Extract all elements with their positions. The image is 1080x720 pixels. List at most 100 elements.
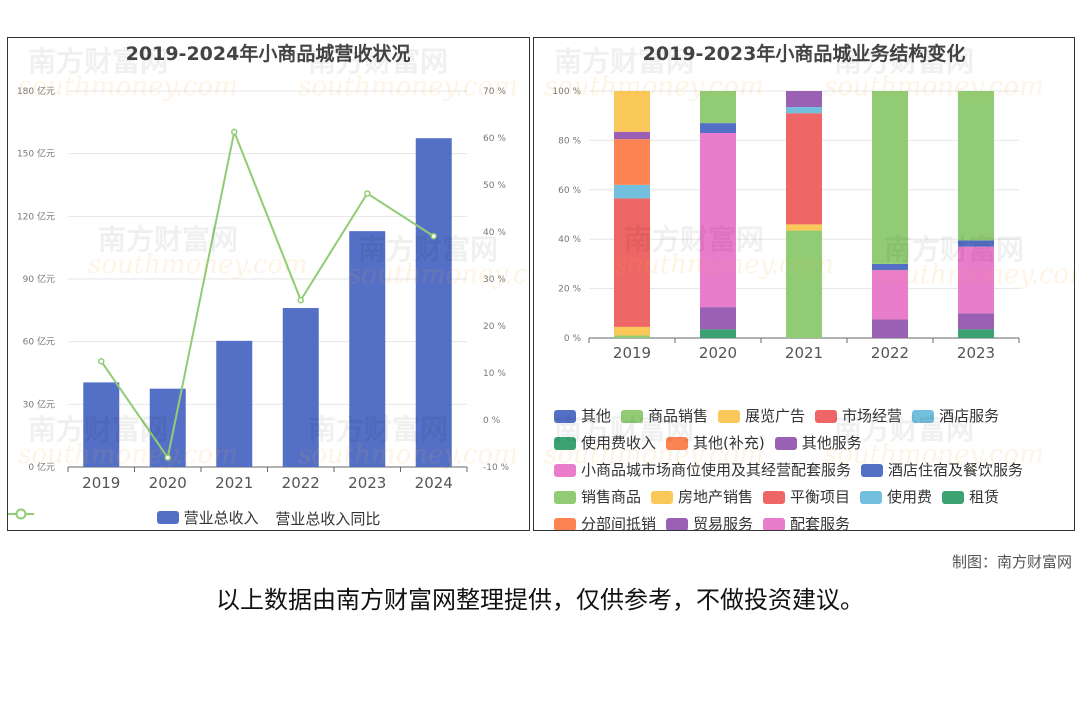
legend-label: 使用费收入: [581, 434, 657, 452]
stack-segment: [614, 198, 650, 327]
legend-label: 酒店服务: [939, 407, 1000, 425]
stack-segment: [958, 91, 994, 241]
legend-swatch: [774, 437, 797, 450]
stack-segment: [872, 263, 908, 271]
legend-label: 平衡项目: [790, 488, 851, 506]
x-tick-label: 2022: [871, 344, 909, 362]
revenue-bar: [349, 231, 386, 467]
yoy-point: [297, 296, 304, 304]
legend-item[interactable]: 使用费: [860, 485, 932, 510]
legend-swatch: [554, 518, 576, 530]
stack-segment: [700, 307, 736, 330]
y-tick-label: 60 %: [558, 186, 581, 196]
legend-swatch: [942, 491, 965, 504]
legend-swatch: [651, 491, 674, 504]
y-left-tick-label: 30 亿元: [23, 398, 55, 410]
structure-chart-panel: 2019-2023年小商品城业务结构变化 0 % 20 % 40 % 60 % 80 % 1…: [533, 37, 1075, 531]
y-tick-label: 80 %: [558, 136, 581, 146]
legend-label: 营业总收入: [183, 509, 259, 527]
stack-segment: [872, 319, 908, 338]
x-tick-label: 2021: [785, 344, 823, 362]
legend-item[interactable]: 酒店服务: [912, 404, 999, 429]
y-left-tick-label: 90 亿元: [23, 273, 55, 285]
chart-credit: 制图：南方财富网: [951, 553, 1072, 571]
y-right-tick-label: 20 %: [483, 322, 506, 332]
legend-label: 市场经营: [842, 407, 903, 425]
stack-segment: [958, 329, 994, 338]
legend-item[interactable]: 展览广告: [718, 404, 805, 429]
y-left-tick-label: 0 亿元: [28, 461, 55, 473]
x-tick-label: 2019: [613, 344, 651, 362]
yoy-point: [364, 190, 371, 197]
legend-line-marker-icon: [8, 508, 34, 520]
stack-segment: [786, 230, 822, 338]
stack-segment: [700, 91, 736, 124]
stack-segment: [786, 107, 822, 114]
legend-swatch: [912, 410, 935, 423]
y-right-tick-label: 60 %: [483, 134, 506, 144]
stack-segment: [958, 240, 994, 247]
yoy-point: [98, 358, 105, 365]
yoy-line: [100, 128, 435, 461]
disclaimer-text: 以上数据由南方财富网整理提供，仅供参考，不做投资建议。: [216, 586, 864, 614]
legend-item-revenue[interactable]: 营业总收入: [156, 507, 259, 528]
yoy-point: [231, 128, 238, 136]
stack-segment: [958, 313, 994, 330]
y-tick-label: 0 %: [564, 334, 582, 344]
x-tick-label: 2020: [699, 344, 737, 362]
legend-swatch: [763, 518, 786, 530]
y-right-tick-label: 40 %: [483, 228, 506, 238]
legend-item[interactable]: 房地产销售: [651, 485, 753, 510]
y-tick-label: 20 %: [558, 285, 581, 295]
revenue-bar: [415, 138, 452, 467]
legend-item[interactable]: 分部间抵销: [554, 512, 657, 531]
y-right-tick-label: 50 %: [483, 181, 506, 191]
legend-label: 分部间抵销: [581, 515, 657, 531]
x-tick-label: 2019: [82, 474, 120, 492]
legend-label: 租赁: [969, 488, 1000, 506]
x-tick-label: 2023: [348, 474, 386, 492]
y-right-tick-label: 0 %: [483, 416, 501, 426]
legend-swatch-bar: [156, 511, 179, 524]
legend-label: 商品销售: [648, 407, 709, 425]
legend-swatch: [861, 464, 884, 477]
stack-segment: [700, 329, 736, 338]
legend-swatch: [666, 518, 689, 530]
legend-item[interactable]: 其他服务: [774, 431, 862, 456]
legend-label: 酒店住宿及餐饮服务: [888, 461, 1024, 479]
legend-item[interactable]: 其他(补充): [666, 431, 765, 456]
legend-swatch: [666, 437, 689, 450]
revenue-chart: 2019-2024年小商品城营收状况 0 亿元 30 亿元 60 亿元 90 亿元 120…: [17, 42, 510, 492]
revenue-chart-legend: 营业总收入 营业总收入同比: [8, 507, 529, 529]
stack-segment: [614, 91, 650, 132]
y-tick-label: 100 %: [552, 87, 581, 97]
x-tick-label: 2023: [957, 344, 995, 362]
legend-item[interactable]: 商品销售: [621, 404, 708, 429]
legend-swatch: [763, 491, 786, 504]
legend-item[interactable]: 小商品城市场商位使用及其经营配套服务: [554, 458, 851, 483]
stack-segment: [614, 335, 650, 338]
legend-item[interactable]: 销售商品: [554, 485, 641, 510]
legend-item[interactable]: 市场经营: [815, 404, 902, 429]
stack-segment: [872, 91, 908, 264]
legend-item[interactable]: 平衡项目: [763, 485, 850, 510]
legend-label: 其他: [581, 407, 612, 425]
legend-item[interactable]: 酒店住宿及餐饮服务: [861, 458, 1023, 483]
x-tick-label: 2021: [215, 474, 253, 492]
y-left-tick-label: 120 亿元: [17, 210, 55, 222]
legend-label: 销售商品: [581, 488, 642, 506]
legend-item-yoy[interactable]: 营业总收入同比: [8, 508, 380, 529]
legend-item[interactable]: 租赁: [942, 485, 999, 510]
legend-item[interactable]: 贸易服务: [666, 512, 753, 530]
stack-segment: [614, 184, 650, 199]
yoy-point: [430, 232, 437, 240]
legend-swatch: [554, 491, 576, 504]
legend-label: 使用费: [887, 488, 933, 506]
legend-item[interactable]: 其他: [554, 404, 611, 429]
legend-label: 房地产销售: [678, 488, 754, 506]
legend-item[interactable]: 配套服务: [763, 512, 850, 530]
revenue-bar: [216, 340, 253, 467]
x-tick-label: 2024: [415, 474, 453, 492]
legend-item[interactable]: 使用费收入: [554, 431, 656, 456]
y-right-tick-label: -10 %: [483, 463, 510, 473]
